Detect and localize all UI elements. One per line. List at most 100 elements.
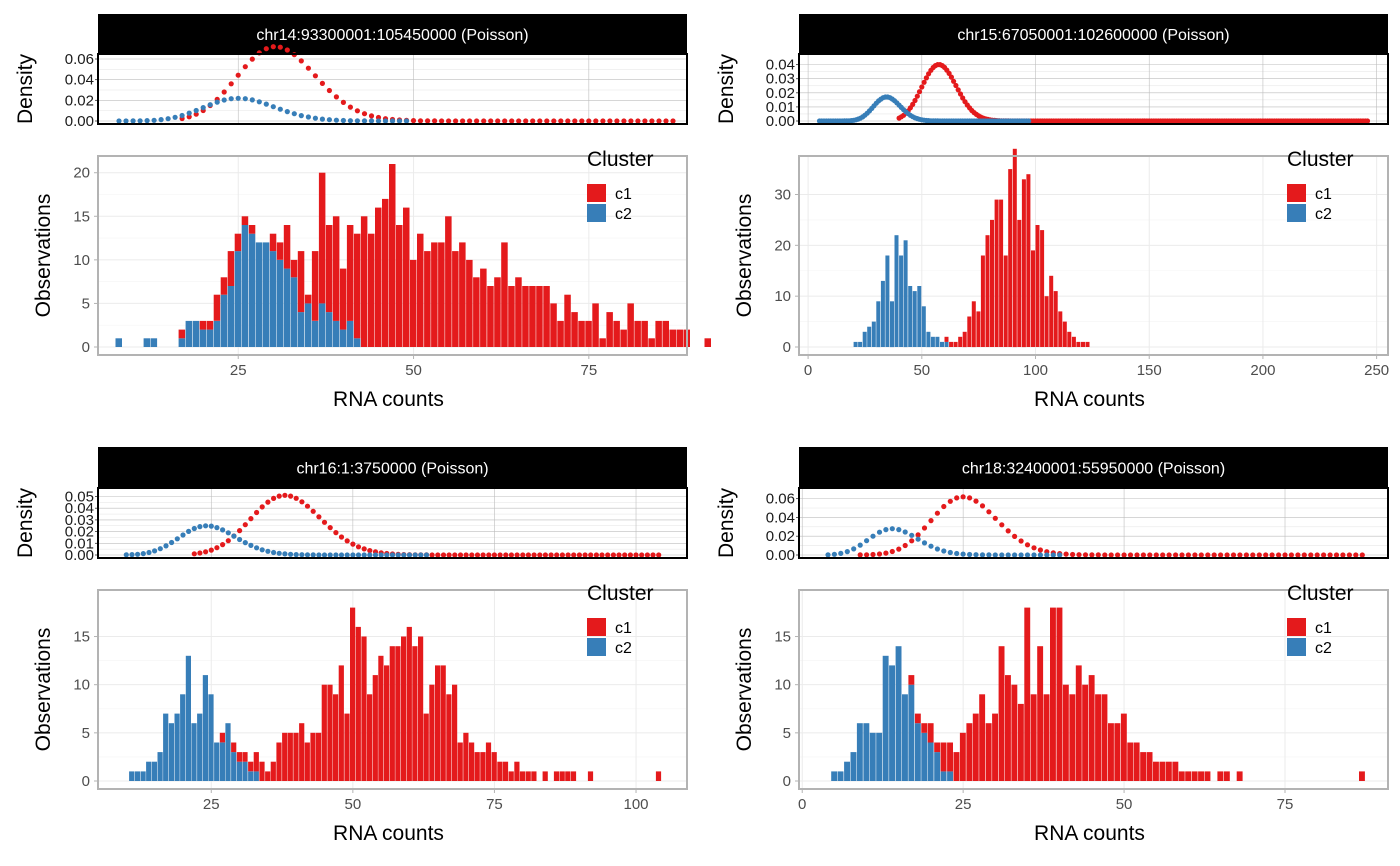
hist-bar-c1	[355, 626, 361, 781]
hist-bar-c2	[332, 320, 340, 347]
density-point-c1	[1230, 552, 1237, 558]
density-point-c1	[481, 118, 487, 124]
hist-bar-c1	[234, 233, 242, 252]
density-point-c2	[123, 552, 129, 558]
density-point-c1	[628, 118, 634, 124]
density-panel-bg	[799, 54, 1388, 124]
hist-y-tick-label: 20	[774, 237, 791, 254]
hist-bar-c1	[299, 723, 305, 781]
hist-bar-c2	[947, 771, 953, 781]
density-point-c1	[1295, 552, 1301, 558]
hist-bar-c1	[634, 320, 641, 347]
hist-bar-c1	[501, 242, 508, 347]
density-panel-border	[97, 487, 688, 559]
density-point-c2	[231, 533, 237, 539]
density-point-c1	[435, 552, 441, 558]
density-point-c1	[650, 552, 656, 558]
hist-bar-c1	[282, 732, 288, 781]
hist-bar-c1	[446, 694, 452, 781]
density-point-c1	[220, 542, 226, 548]
density-tick-label: 0.02	[766, 85, 795, 102]
density-point-c2	[265, 548, 271, 554]
density-point-c2	[157, 546, 163, 552]
density-point-c1	[551, 118, 557, 124]
hist-bar-c1	[418, 636, 424, 781]
hist-bar-c1	[403, 207, 410, 347]
density-point-c1	[909, 538, 915, 544]
density-point-c1	[644, 552, 651, 558]
histogram-panel-border	[97, 155, 688, 356]
density-point-c1	[582, 552, 588, 558]
density-point-c1	[622, 552, 628, 558]
hist-bar-c2	[185, 655, 191, 781]
density-point-c1	[474, 118, 480, 124]
hist-bar-c1	[269, 233, 277, 252]
density-point-c2	[941, 548, 947, 554]
hist-x-tick-label: 25	[955, 796, 972, 813]
legend-key-c1	[587, 184, 606, 202]
density-point-c1	[912, 97, 918, 104]
hist-bar-c1	[1204, 771, 1211, 781]
density-point-c1	[967, 495, 973, 501]
hist-bar-c2	[213, 320, 221, 347]
density-point-c2	[304, 552, 311, 558]
density-point-c1	[1205, 552, 1211, 558]
density-point-c1	[1102, 552, 1108, 558]
density-point-c1	[248, 516, 254, 522]
hist-bar-c1	[463, 732, 469, 781]
density-axis-title: Density	[715, 487, 738, 558]
density-point-c1	[1140, 552, 1146, 558]
density-point-c1	[921, 525, 928, 531]
hist-x-axis-title: RNA counts	[1034, 822, 1145, 845]
density-point-c1	[999, 522, 1005, 528]
hist-bar-c1	[953, 752, 960, 781]
density-point-c2	[389, 552, 396, 558]
density-point-c2	[207, 102, 213, 108]
density-point-c1	[1173, 552, 1179, 558]
density-point-c1	[576, 552, 583, 558]
density-point-c2	[375, 118, 382, 124]
hist-x-tick-label: 100	[624, 796, 649, 813]
density-point-c1	[486, 552, 492, 558]
legend-title: Cluster	[1287, 582, 1354, 605]
facet-strip-title: chr15:67050001:102600000 (Poisson)	[957, 27, 1229, 44]
hist-bar-c1	[346, 225, 354, 321]
density-point-c2	[1026, 118, 1032, 124]
hist-bar-c1	[921, 723, 928, 733]
hist-y-tick-label: 30	[774, 187, 791, 204]
hist-bar-c2	[115, 338, 122, 347]
density-point-c1	[293, 495, 299, 501]
hist-bar-c2	[856, 723, 863, 781]
hist-y-tick-label: 5	[783, 725, 791, 742]
density-point-c2	[418, 552, 424, 558]
hist-y-tick-label: 10	[774, 677, 791, 694]
density-point-c1	[1250, 552, 1256, 558]
hist-bar-c1	[395, 646, 401, 781]
density-panel-bg	[98, 54, 687, 124]
density-point-c2	[350, 552, 356, 558]
hist-bar-c1	[565, 771, 571, 781]
hist-bar-c1	[1095, 694, 1101, 781]
hist-y-tick-label: 15	[73, 208, 90, 225]
hist-bar-c1	[473, 277, 480, 347]
density-point-c1	[934, 510, 941, 516]
density-point-c2	[340, 117, 346, 124]
density-point-c1	[525, 552, 532, 558]
density-point-c1	[1288, 552, 1294, 558]
hist-bar-c2	[890, 301, 894, 348]
density-point-c1	[544, 118, 550, 124]
hist-bar-c2	[192, 320, 200, 347]
density-point-c1	[599, 552, 605, 558]
density-point-c1	[1308, 552, 1314, 558]
hist-bar-c2	[208, 694, 214, 781]
density-point-c2	[327, 552, 333, 558]
legend-title: Cluster	[587, 582, 654, 605]
hist-bar-c1	[1062, 684, 1069, 781]
density-tick-label: 0.06	[766, 491, 795, 508]
density-point-c1	[203, 549, 209, 555]
density-point-c1	[1346, 552, 1352, 558]
hist-bar-c2	[895, 646, 902, 781]
density-point-c1	[1269, 552, 1275, 558]
density-point-c1	[896, 546, 902, 552]
